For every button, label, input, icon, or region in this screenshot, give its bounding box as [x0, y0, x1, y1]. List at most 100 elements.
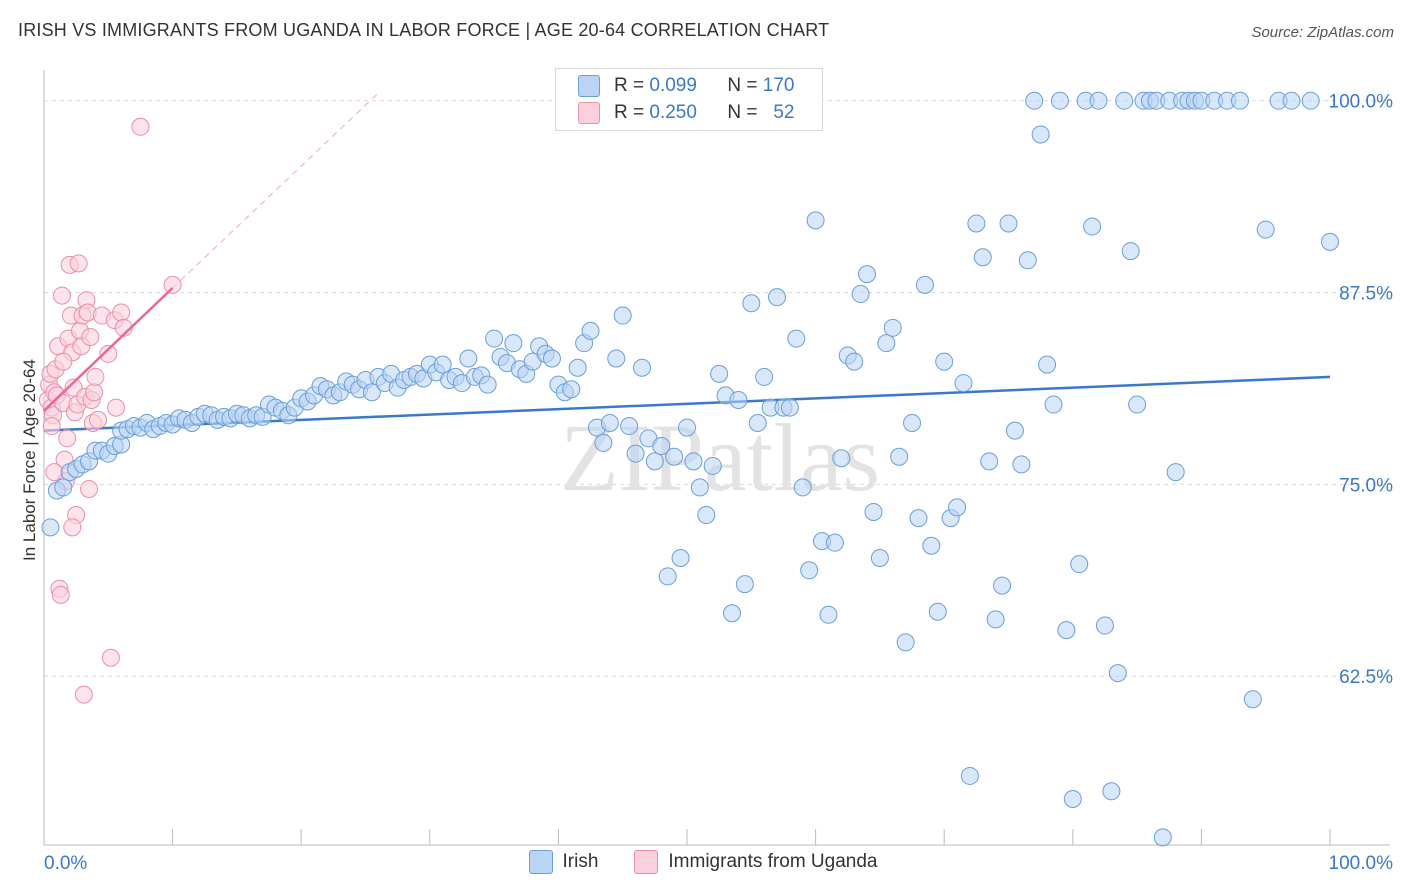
- irish-point: [1102, 782, 1121, 801]
- irish-point: [806, 211, 825, 230]
- irish-point: [1089, 91, 1108, 110]
- irish-point: [800, 561, 819, 580]
- irish-point: [755, 367, 774, 386]
- uganda-point: [58, 429, 77, 448]
- uganda-point: [107, 398, 126, 417]
- uganda-point: [74, 685, 93, 704]
- irish-point: [1005, 421, 1024, 440]
- irish-point: [626, 444, 645, 463]
- irish-point: [877, 334, 896, 353]
- irish-point: [935, 352, 954, 371]
- legend-item-uganda[interactable]: Immigrants from Uganda: [634, 850, 877, 874]
- irish-point: [607, 349, 626, 368]
- irish-point: [1063, 789, 1082, 808]
- irish-point: [960, 766, 979, 785]
- irish-point: [41, 518, 60, 537]
- irish-point: [1057, 621, 1076, 640]
- irish-point: [504, 334, 523, 353]
- irish-point: [864, 502, 883, 521]
- r-label: R =: [614, 102, 645, 123]
- irish-r-value: 0.099: [649, 75, 697, 96]
- uganda-point: [80, 479, 99, 498]
- irish-point: [851, 285, 870, 304]
- irish-point: [954, 374, 973, 393]
- irish-point: [832, 449, 851, 468]
- source-label: Source: ZipAtlas.com: [1251, 24, 1394, 41]
- y-tick-label: 87.5%: [1339, 284, 1393, 305]
- irish-point: [710, 364, 729, 383]
- irish-point: [845, 352, 864, 371]
- irish-point: [973, 248, 992, 267]
- stats-row-uganda: R = 0.250 N = 52: [578, 102, 794, 124]
- irish-point: [684, 452, 703, 471]
- irish-point: [620, 417, 639, 436]
- irish-point: [980, 452, 999, 471]
- stats-row-irish: R = 0.099 N = 170: [578, 75, 794, 97]
- y-tick-label: 62.5%: [1339, 667, 1393, 688]
- uganda-r-value: 0.250: [649, 102, 697, 123]
- legend-swatch-uganda: [634, 850, 659, 874]
- irish-point: [671, 549, 690, 568]
- uganda-point: [99, 344, 118, 363]
- irish-point: [613, 306, 632, 325]
- irish-point: [1070, 555, 1089, 574]
- irish-point: [993, 576, 1012, 595]
- uganda-point: [85, 383, 104, 402]
- irish-point: [485, 329, 504, 348]
- x-tick-label: 100.0%: [1329, 853, 1394, 874]
- irish-point: [632, 358, 651, 377]
- uganda-point: [63, 518, 82, 537]
- legend-label-irish: Irish: [562, 851, 599, 872]
- irish-point: [562, 380, 581, 399]
- irish-point: [645, 452, 664, 471]
- uganda-point: [101, 648, 120, 667]
- irish-point: [362, 383, 381, 402]
- irish-point: [1031, 125, 1050, 144]
- n-label: N =: [727, 75, 758, 96]
- irish-point: [690, 478, 709, 497]
- uganda-point: [112, 303, 131, 322]
- irish-point: [825, 533, 844, 552]
- irish-point: [665, 447, 684, 466]
- legend-item-irish[interactable]: Irish: [528, 850, 599, 874]
- irish-point: [903, 413, 922, 432]
- irish-point: [1025, 91, 1044, 110]
- irish-point: [922, 536, 941, 555]
- irish-point: [986, 610, 1005, 629]
- irish-point: [819, 605, 838, 624]
- irish-point: [1038, 355, 1057, 374]
- uganda-point: [42, 417, 61, 436]
- irish-swatch: [578, 75, 600, 97]
- irish-point: [459, 349, 478, 368]
- irish-point: [1301, 91, 1320, 110]
- irish-point: [742, 294, 761, 313]
- x-tick-label: 0.0%: [44, 853, 87, 874]
- irish-point: [1115, 91, 1134, 110]
- irish-point: [697, 506, 716, 525]
- stats-box: R = 0.099 N = 170 R = 0.250 N = 52: [555, 68, 823, 131]
- irish-point: [1166, 463, 1185, 482]
- y-tick-label: 100.0%: [1329, 92, 1394, 113]
- uganda-point: [69, 254, 88, 273]
- irish-point: [1230, 91, 1249, 110]
- irish-points: [41, 91, 1339, 847]
- uganda-point: [131, 117, 150, 136]
- irish-point: [748, 413, 767, 432]
- uganda-point: [54, 352, 73, 371]
- irish-point: [568, 358, 587, 377]
- irish-point: [735, 575, 754, 594]
- uganda-n-value: 52: [773, 102, 795, 123]
- irish-point: [1321, 232, 1339, 251]
- irish-point: [793, 478, 812, 497]
- irish-point: [729, 390, 748, 409]
- uganda-trend-line: [43, 287, 174, 412]
- irish-point: [870, 549, 889, 568]
- uganda-point: [53, 286, 72, 305]
- irish-n-value: 170: [762, 75, 795, 96]
- uganda-point: [81, 328, 100, 347]
- tick-labels: 62.5% 75.0% 87.5% 100.0% 0.0% 100.0%: [44, 92, 1393, 874]
- irish-point: [1044, 395, 1063, 414]
- irish-point: [1243, 690, 1262, 709]
- r-label: R =: [614, 75, 645, 96]
- trend-lines: [43, 92, 1331, 432]
